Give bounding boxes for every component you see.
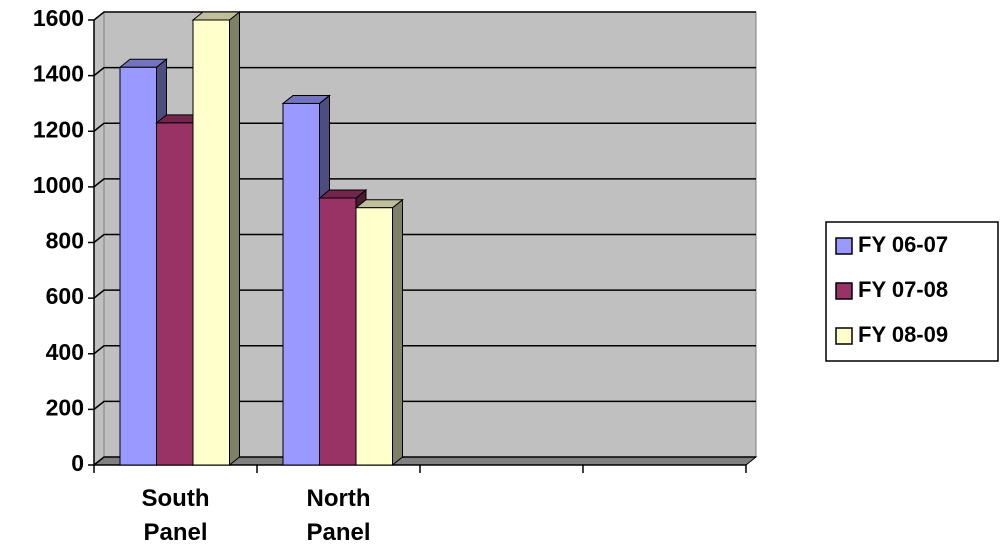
x-tick-label: North Panel — [306, 485, 370, 546]
legend-swatch — [835, 327, 853, 345]
grid-line — [93, 178, 756, 188]
legend-swatch — [835, 282, 853, 300]
grid-line — [93, 456, 756, 466]
grid-line — [93, 122, 756, 132]
y-tick-label: 0 — [71, 450, 84, 476]
y-tick-label: 1400 — [33, 61, 84, 87]
bar-front — [355, 207, 393, 466]
bar-front — [119, 66, 157, 466]
x-tick-label: South Panel — [142, 485, 210, 546]
bar — [191, 10, 241, 467]
y-tick-label: 200 — [46, 394, 84, 420]
bar-front — [282, 102, 320, 466]
legend-label: FY 08-09 — [858, 322, 948, 347]
grid-line — [93, 400, 756, 410]
legend-box — [825, 221, 999, 362]
bar-side — [229, 10, 240, 467]
bar-side — [392, 198, 403, 467]
bar-front — [192, 19, 230, 466]
y-tick-label: 800 — [46, 228, 84, 254]
legend-label: FY 07-08 — [858, 277, 948, 302]
bar-front — [319, 197, 357, 466]
grid-line — [93, 233, 756, 244]
grid-line — [93, 289, 756, 299]
y-tick-label: 1200 — [33, 116, 84, 142]
y-tick-label: 1000 — [33, 172, 84, 198]
legend-swatch — [835, 237, 853, 255]
y-tick-label: 400 — [46, 339, 84, 365]
y-tick-label: 600 — [46, 283, 84, 309]
grid-line — [93, 66, 756, 77]
bar — [354, 198, 404, 467]
grid-line — [93, 345, 756, 355]
bar-front — [156, 122, 194, 466]
legend-label: FY 06-07 — [858, 232, 948, 257]
y-tick-label: 1600 — [33, 5, 84, 31]
grid-line — [93, 11, 756, 21]
